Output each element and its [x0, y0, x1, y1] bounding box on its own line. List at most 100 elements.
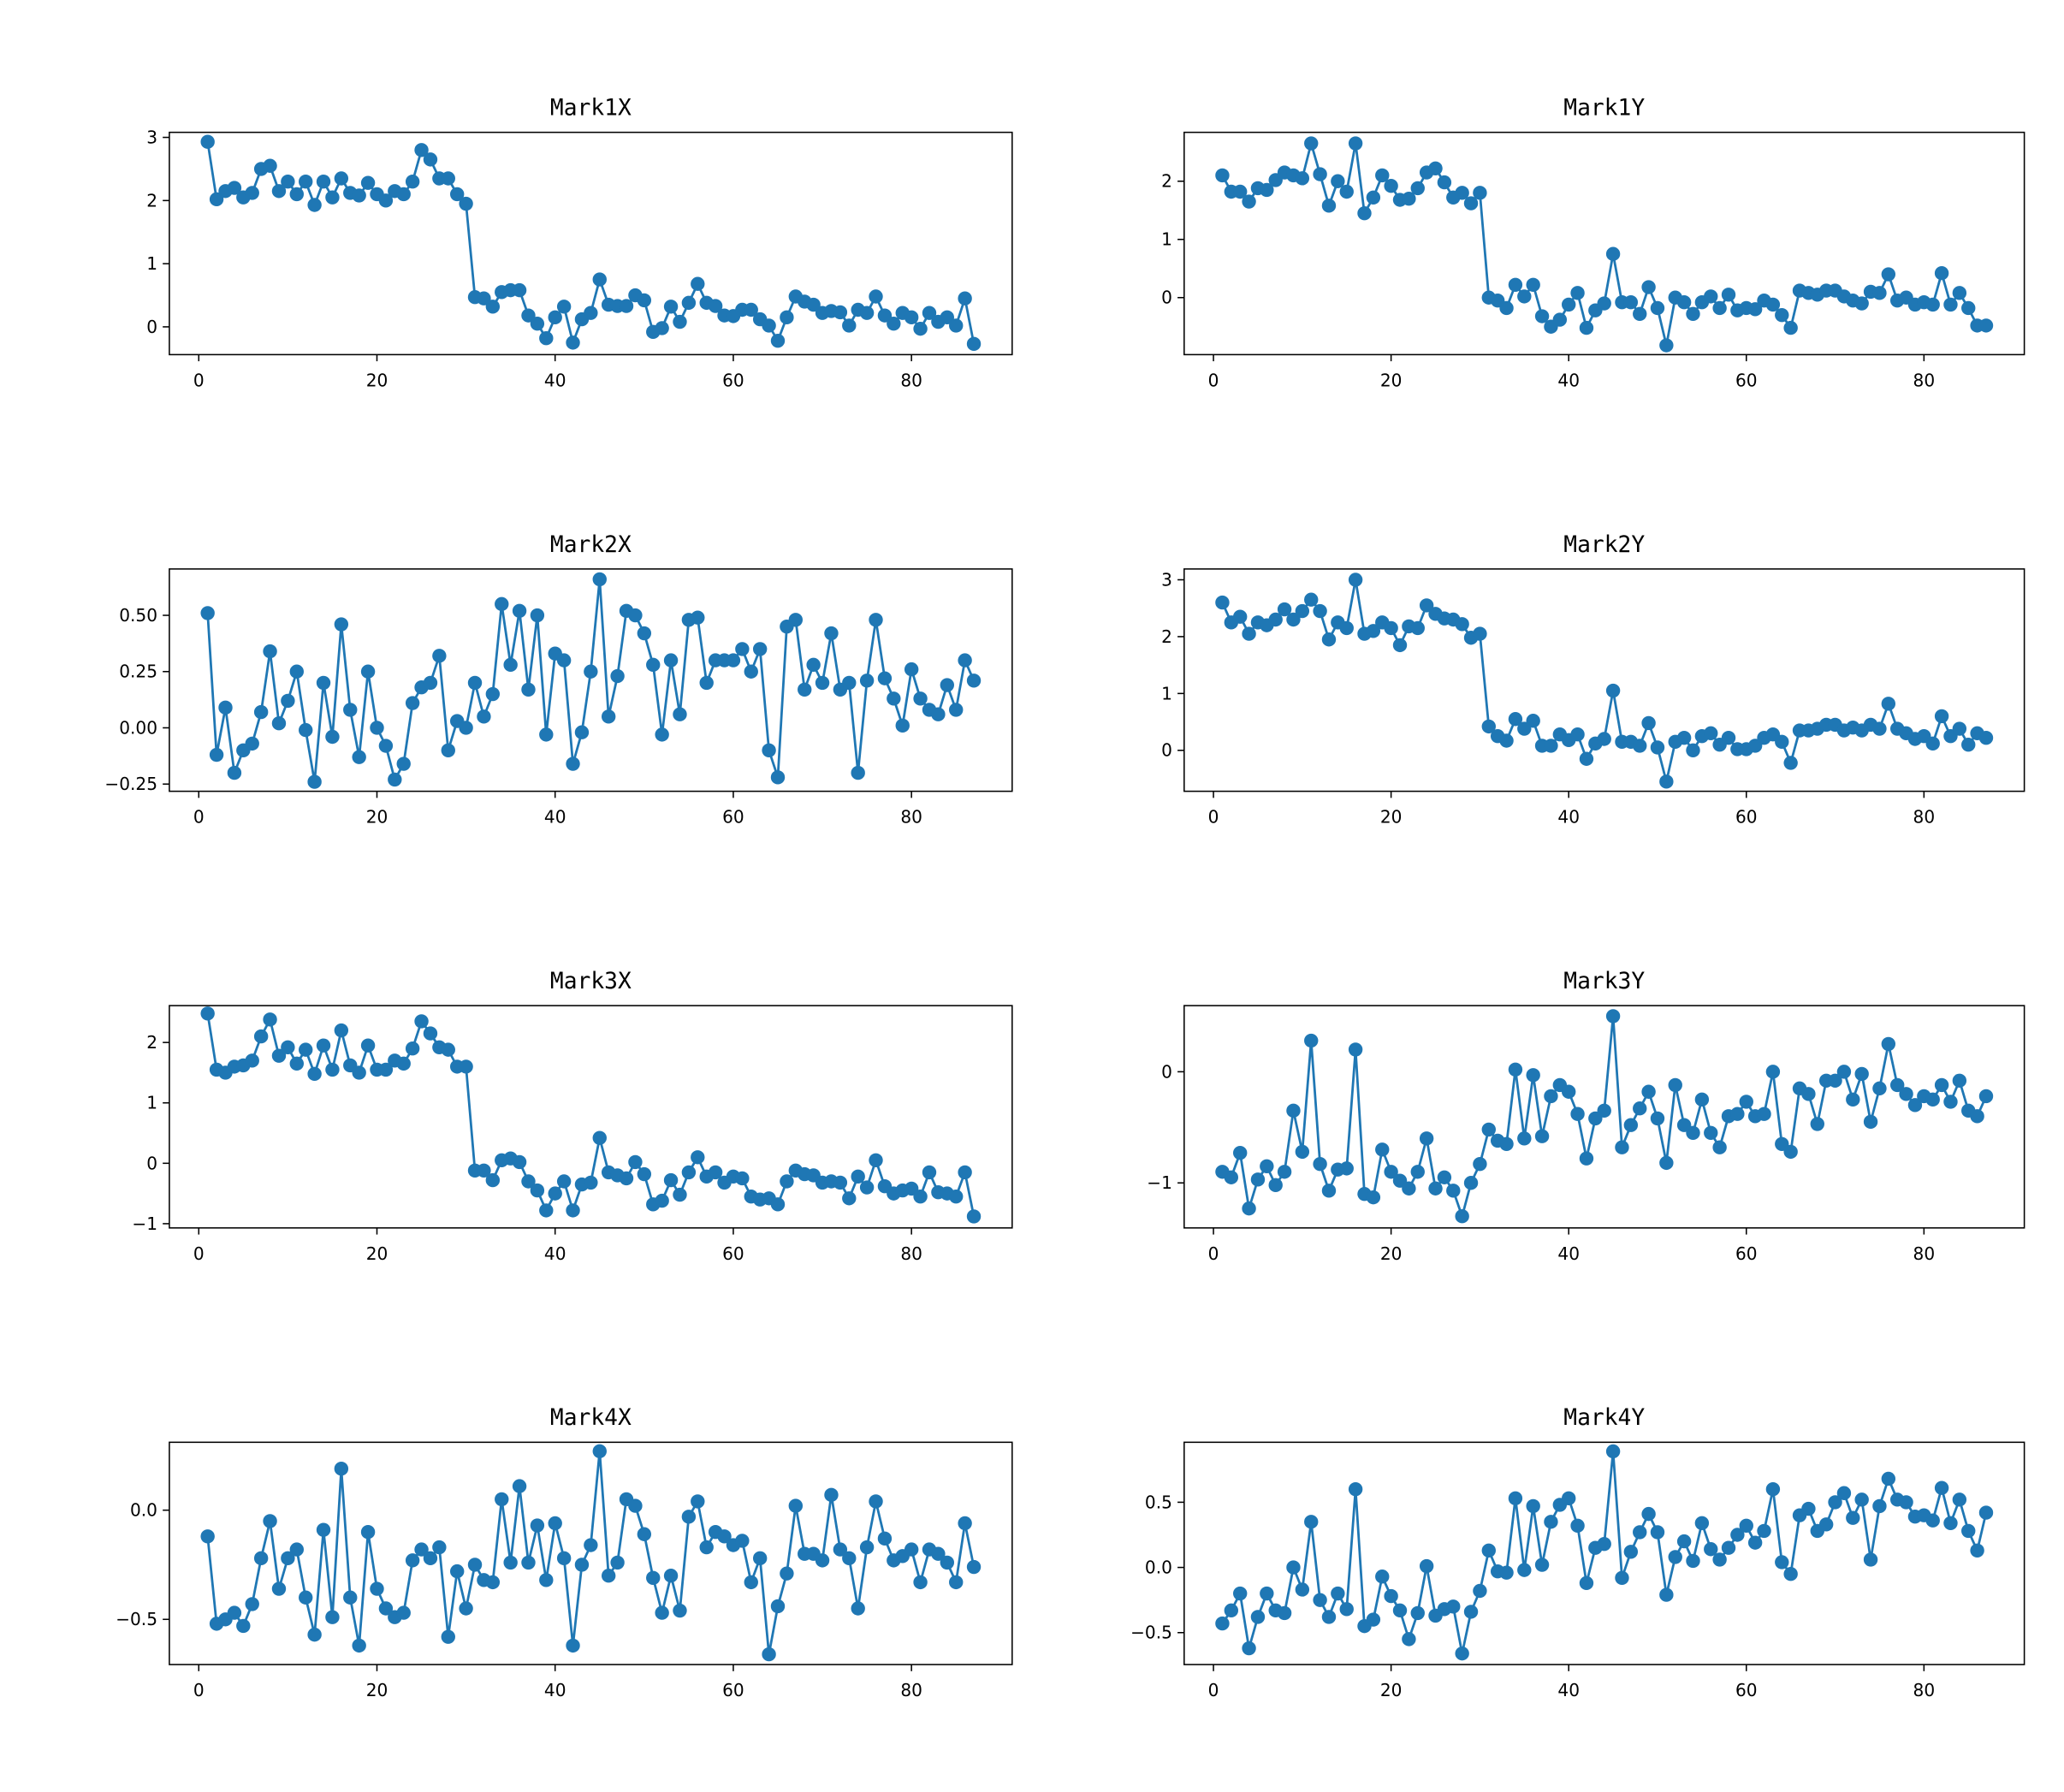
data-point	[253, 1029, 269, 1044]
data-point	[744, 1575, 758, 1590]
x-tick-label: 0	[1208, 1243, 1219, 1264]
data-point	[1765, 1481, 1781, 1497]
data-point	[1277, 1605, 1292, 1621]
data-point	[1828, 1073, 1842, 1088]
data-point	[1579, 1575, 1594, 1591]
x-tick-label: 0	[193, 370, 205, 390]
data-point	[289, 187, 304, 202]
data-point	[744, 664, 758, 679]
data-point	[1463, 1605, 1479, 1619]
x-tick-label: 20	[366, 370, 388, 390]
data-point	[1854, 1492, 1869, 1507]
data-point	[1552, 312, 1568, 327]
data-point	[271, 184, 287, 199]
data-point	[887, 317, 901, 331]
data-point	[1366, 1612, 1381, 1627]
data-point	[405, 175, 420, 189]
data-point	[1952, 721, 1967, 736]
data-point	[1304, 1515, 1319, 1529]
axes-frame	[1183, 1441, 2025, 1665]
data-point	[360, 664, 376, 679]
data-point	[1446, 1184, 1461, 1198]
data-point	[459, 196, 473, 211]
data-point	[1348, 573, 1363, 587]
data-point	[441, 171, 455, 186]
data-point	[931, 1546, 946, 1561]
y-tick-label: −0.25	[104, 774, 157, 794]
data-point	[1668, 1550, 1682, 1564]
data-point	[628, 1154, 643, 1170]
data-point	[539, 727, 554, 742]
data-point	[432, 1540, 447, 1555]
data-point	[1961, 300, 1976, 316]
data-point	[1295, 1144, 1310, 1160]
data-point	[592, 572, 607, 587]
data-point	[851, 1169, 865, 1184]
data-point	[512, 1154, 527, 1170]
chart-title: Mark3X	[550, 969, 632, 994]
data-point	[663, 653, 679, 668]
data-point	[1384, 1165, 1398, 1179]
data-point	[1641, 715, 1656, 731]
data-point	[271, 716, 287, 731]
data-point	[1907, 1098, 1923, 1113]
data-point	[842, 675, 857, 691]
y-tick-label: 0.50	[119, 605, 157, 626]
y-tick-label: −1	[132, 1213, 157, 1234]
data-point	[1570, 1518, 1585, 1534]
data-point	[1250, 1610, 1266, 1624]
y-tick-label: 2	[146, 190, 157, 211]
data-point	[1970, 1109, 1984, 1124]
data-point	[1544, 1089, 1558, 1104]
data-point	[655, 1605, 669, 1620]
data-point	[1934, 709, 1949, 724]
data-point	[1836, 1486, 1852, 1500]
data-point	[1597, 1103, 1611, 1119]
data-point	[1633, 306, 1647, 321]
x-tick-label: 0	[193, 1243, 205, 1264]
data-point	[673, 1187, 687, 1202]
data-point	[1925, 1092, 1940, 1107]
data-point	[1961, 1523, 1976, 1539]
x-tick-label: 80	[1913, 1680, 1936, 1700]
data-point	[1232, 609, 1248, 624]
data-point	[770, 1197, 786, 1212]
data-point	[1232, 1145, 1248, 1160]
data-point	[1375, 1569, 1390, 1584]
data-point	[877, 671, 893, 685]
x-tick-label: 80	[1913, 370, 1936, 390]
data-point	[1579, 751, 1594, 766]
data-point	[887, 691, 901, 706]
data-point	[958, 1516, 972, 1531]
data-point	[1633, 1101, 1647, 1116]
x-tick-label: 60	[1735, 807, 1758, 828]
x-tick-label: 0	[1208, 1680, 1219, 1700]
chart-title: Mark3Y	[1563, 969, 1645, 994]
data-point	[539, 1203, 554, 1218]
x-tick-label: 20	[366, 1243, 388, 1264]
data-point	[1970, 1543, 1984, 1558]
data-point	[1659, 1587, 1674, 1602]
data-point	[646, 1570, 661, 1585]
data-point	[1570, 727, 1585, 742]
data-point	[584, 1538, 598, 1552]
data-point	[388, 772, 402, 787]
data-point	[1783, 756, 1798, 770]
data-point	[762, 1647, 776, 1662]
data-point	[904, 662, 919, 677]
data-point	[877, 308, 893, 323]
data-point	[396, 757, 411, 771]
data-point	[655, 1193, 669, 1208]
data-point	[833, 1542, 848, 1557]
data-point	[1704, 289, 1718, 304]
data-point	[1473, 186, 1487, 200]
data-point	[1331, 1586, 1345, 1601]
data-point	[1286, 1103, 1301, 1119]
data-point	[1694, 1092, 1710, 1107]
y-tick-label: 0	[1161, 740, 1172, 761]
data-point	[253, 1551, 269, 1566]
data-point	[699, 1540, 714, 1555]
data-point	[788, 1498, 804, 1513]
x-tick-label: 40	[544, 1680, 566, 1700]
x-tick-label: 20	[366, 1680, 388, 1700]
